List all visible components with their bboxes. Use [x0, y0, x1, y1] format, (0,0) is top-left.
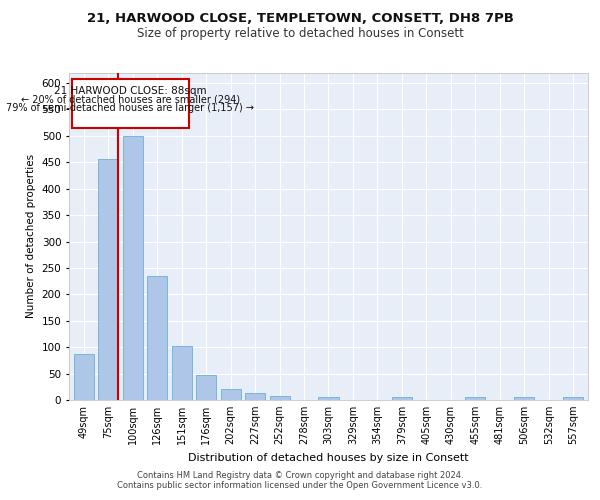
Text: ← 20% of detached houses are smaller (294): ← 20% of detached houses are smaller (29…	[21, 94, 240, 104]
Bar	[74, 354, 94, 400]
Bar	[319, 398, 338, 400]
Bar	[196, 375, 216, 400]
Bar	[563, 398, 583, 400]
Bar	[392, 398, 412, 400]
Bar	[172, 346, 191, 400]
Y-axis label: Number of detached properties: Number of detached properties	[26, 154, 36, 318]
Bar	[147, 276, 167, 400]
Bar	[466, 398, 485, 400]
Bar	[269, 396, 290, 400]
Bar	[245, 393, 265, 400]
Bar	[98, 158, 118, 400]
X-axis label: Distribution of detached houses by size in Consett: Distribution of detached houses by size …	[188, 452, 469, 462]
Bar	[72, 79, 189, 128]
Text: 79% of semi-detached houses are larger (1,157) →: 79% of semi-detached houses are larger (…	[7, 102, 254, 113]
Text: 21, HARWOOD CLOSE, TEMPLETOWN, CONSETT, DH8 7PB: 21, HARWOOD CLOSE, TEMPLETOWN, CONSETT, …	[86, 12, 514, 26]
Bar	[122, 136, 143, 400]
Bar	[514, 398, 535, 400]
Text: 21 HARWOOD CLOSE: 88sqm: 21 HARWOOD CLOSE: 88sqm	[54, 86, 207, 96]
Bar	[221, 390, 241, 400]
Text: Contains HM Land Registry data © Crown copyright and database right 2024.
Contai: Contains HM Land Registry data © Crown c…	[118, 470, 482, 490]
Text: Size of property relative to detached houses in Consett: Size of property relative to detached ho…	[137, 28, 463, 40]
